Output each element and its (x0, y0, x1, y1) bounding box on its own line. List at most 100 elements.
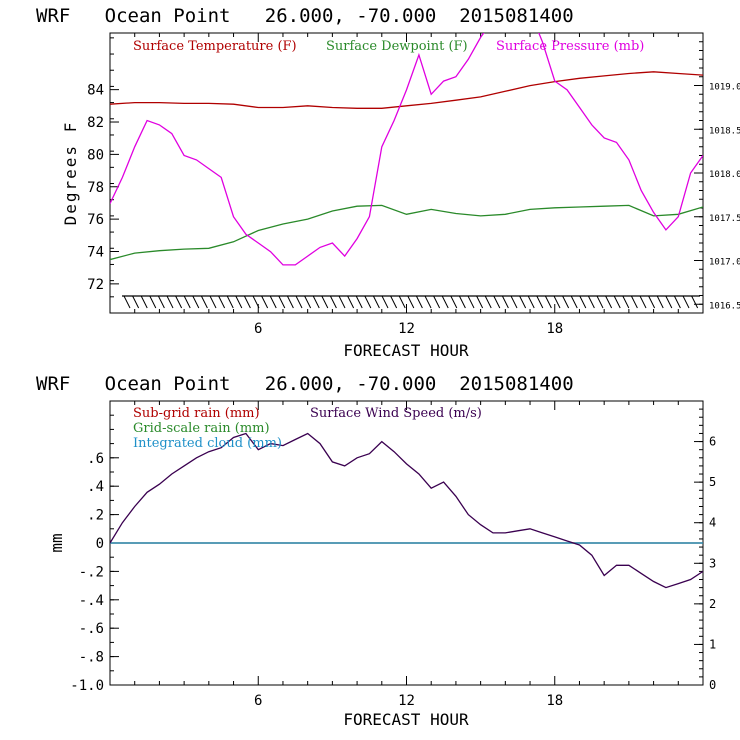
wind-barb (596, 295, 604, 309)
surface-temperature-f-line (110, 71, 703, 109)
wind-barb (218, 295, 226, 309)
wind-barb (579, 295, 587, 309)
top-chart-title: WRF Ocean Point 26.000, -70.000 20150814… (36, 5, 574, 27)
wind-barb (622, 295, 630, 309)
bottom-y-axis-label: mm (47, 533, 66, 552)
wind-barb (355, 295, 363, 309)
wind-barb (347, 295, 355, 309)
wind-barb (493, 295, 501, 309)
top-x-axis-label: FORECAST HOUR (343, 341, 469, 360)
surface-wind-speed-m-s-line (110, 432, 703, 589)
x-tick-label: 12 (398, 693, 415, 709)
wind-barb (587, 295, 595, 309)
y2-tick-label: 1016.5 (709, 301, 740, 311)
y2-tick-label: 1017.5 (709, 214, 740, 224)
x-tick-label: 6 (254, 693, 262, 709)
bottom-left-y-axis: -1.0 -.8 -.6 -.4 -.2 0 .2 .4 .6 (70, 400, 119, 694)
y-tick-label: .6 (87, 451, 104, 467)
wind-barb (691, 295, 699, 309)
wind-barb (570, 295, 578, 309)
wind-barb (450, 295, 458, 309)
x-tick-label: 18 (546, 321, 563, 337)
wind-barb (381, 295, 389, 309)
wind-barb (630, 295, 638, 309)
y2-tick-label: 1018.0 (709, 170, 740, 180)
wind-barb (415, 295, 423, 309)
wind-barb (235, 295, 243, 309)
wind-barb (261, 295, 269, 309)
y-tick-label: 0 (96, 536, 104, 552)
wind-barb (433, 295, 441, 309)
wind-barb (278, 295, 286, 309)
wind-barb (192, 295, 200, 309)
temperature-pressure-panel: WRF Ocean Point 26.000, -70.000 20150814… (36, 5, 740, 360)
wind-barb (312, 295, 320, 309)
y2-tick-label: 1018.5 (709, 126, 740, 136)
wind-barb (200, 295, 208, 309)
y2-tick-label: 1 (709, 637, 716, 651)
x-tick-label: 18 (546, 693, 563, 709)
wind-barb (682, 295, 690, 309)
wind-barb (673, 295, 681, 309)
wind-barb (424, 295, 432, 309)
wind-barb (252, 295, 260, 309)
y-tick-label: -.6 (79, 621, 104, 637)
wind-barb (544, 295, 552, 309)
wind-barb (140, 295, 148, 309)
wind-barb (467, 295, 475, 309)
bottom-chart-title: WRF Ocean Point 26.000, -70.000 20150814… (36, 373, 574, 395)
wind-barb (149, 295, 157, 309)
bottom-series-group (110, 432, 703, 589)
x-tick-label: 6 (254, 321, 262, 337)
wind-barb (605, 295, 613, 309)
y2-tick-label: 6 (709, 435, 716, 449)
y2-tick-label: 3 (709, 556, 716, 570)
wind-barb (398, 295, 406, 309)
wind-barb (441, 295, 449, 309)
wind-barb (390, 295, 398, 309)
legend-integrated-cloud: Integrated cloud (mm) (133, 436, 282, 451)
wind-barb (519, 295, 527, 309)
wind-barb (613, 295, 621, 309)
wind-barb (656, 295, 664, 309)
y-tick-label: -.8 (79, 650, 104, 666)
y-tick-label: 76 (87, 212, 104, 228)
wind-barb (338, 295, 346, 309)
wind-barb (476, 295, 484, 309)
wind-barb (123, 295, 131, 309)
y-tick-label: .2 (87, 508, 104, 524)
wind-barb (269, 295, 277, 309)
y2-tick-label: 0 (709, 678, 716, 692)
y-tick-label: 84 (87, 83, 104, 99)
wind-barb (536, 295, 544, 309)
bottom-x-axis: 6 12 18 (134, 401, 679, 709)
y-tick-label: 80 (87, 147, 104, 163)
wind-barb (157, 295, 165, 309)
wind-barb (510, 295, 518, 309)
wind-barb (175, 295, 183, 309)
legend-grid-scale-rain: Grid-scale rain (mm) (133, 421, 270, 436)
top-series-group (110, 33, 703, 266)
wind-barb (553, 295, 561, 309)
wind-barb (304, 295, 312, 309)
y2-tick-label: 1017.0 (709, 258, 740, 268)
wind-barb (527, 295, 535, 309)
y-tick-label: 74 (87, 244, 104, 260)
wind-barb (372, 295, 380, 309)
y2-tick-label: 5 (709, 475, 716, 489)
wind-barb (329, 295, 337, 309)
wind-barb (665, 295, 673, 309)
top-right-y-axis: 1016.5 1017.0 1017.5 1018.0 1018.5 1019.0 (694, 32, 740, 314)
legend-surface-wind-speed: Surface Wind Speed (m/s) (310, 406, 482, 421)
wind-barb (364, 295, 372, 309)
precipitation-wind-panel: WRF Ocean Point 26.000, -70.000 20150814… (36, 373, 716, 729)
wind-barb (501, 295, 509, 309)
y2-tick-label: 1019.0 (709, 83, 740, 93)
x-tick-label: 12 (398, 321, 415, 337)
top-left-y-axis: 72 74 76 78 80 82 84 (87, 37, 119, 314)
top-x-axis: 6 12 18 (134, 33, 679, 337)
wind-barb (132, 295, 140, 309)
wind-barb (562, 295, 570, 309)
wind-barb (295, 295, 303, 309)
